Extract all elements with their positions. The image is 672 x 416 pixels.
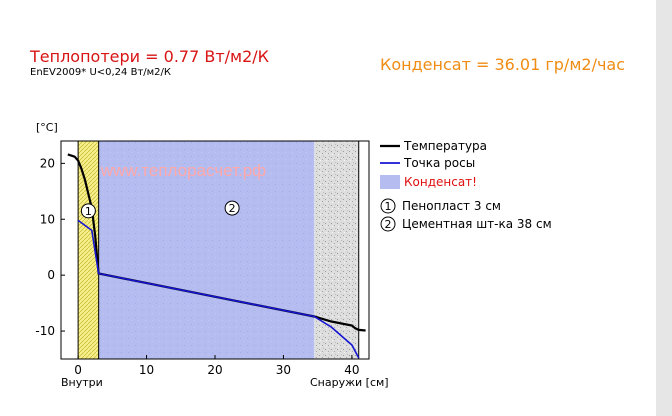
temperature-line [67,153,366,332]
legend-layer-1-label: Пенопласт 3 см [402,199,501,213]
y-tick-label: 0 [47,268,55,282]
y-axis: -10 0 10 20 [35,156,65,338]
legend-layer-2-badge [380,216,396,232]
legend-layer-1-badge [380,198,396,214]
legend-condensate-label: Конденсат! [404,175,477,189]
watermark: www.теплорасчет.рф [100,161,266,180]
x-tick-label: 10 [139,363,154,377]
x-tick-label: 30 [276,363,291,377]
y-axis-label: [°C] [36,121,58,134]
condensate-zone [98,141,315,359]
legend-layer-2-label: Цементная шт-ка 38 см [402,217,552,231]
enev-note: EnEV2009* U<0,24 Вт/м2/К [30,67,172,78]
dew-point-line [77,219,360,359]
foam-layer-zone [78,141,99,359]
y-tick-label: 20 [40,156,55,170]
x-tick-label: 0 [74,363,82,377]
x-axis-label-outside: Снаружи [см] [310,376,389,389]
layer-1-marker-number: 1 [85,205,92,218]
x-axis: 0 10 20 30 40 [74,355,360,377]
layer-1-marker [80,203,96,219]
layer-2-marker [224,200,240,216]
layer-2-marker-number: 2 [229,202,236,215]
legend-dew-point-label: Точка росы [403,156,475,170]
x-axis-label-inside: Внутри [61,376,103,389]
y-tick-label: 10 [40,212,55,226]
condensate-summary: Конденсат = 36.01 гр/м2/час [380,55,626,74]
window-right-edge [656,0,672,416]
x-tick-label: 40 [344,363,359,377]
legend: Температура Точка росы Конденсат! 1 Пено… [380,139,552,232]
y-tick-label: -10 [35,324,55,338]
legend-layer-2-number: 2 [385,218,392,231]
legend-layer-1-number: 1 [385,200,392,213]
heat-loss-title: Теплопотери = 0.77 Вт/м2/К [30,47,270,66]
legend-condensate-swatch [380,175,400,189]
legend-temperature-label: Температура [403,139,487,153]
x-tick-label: 20 [207,363,222,377]
